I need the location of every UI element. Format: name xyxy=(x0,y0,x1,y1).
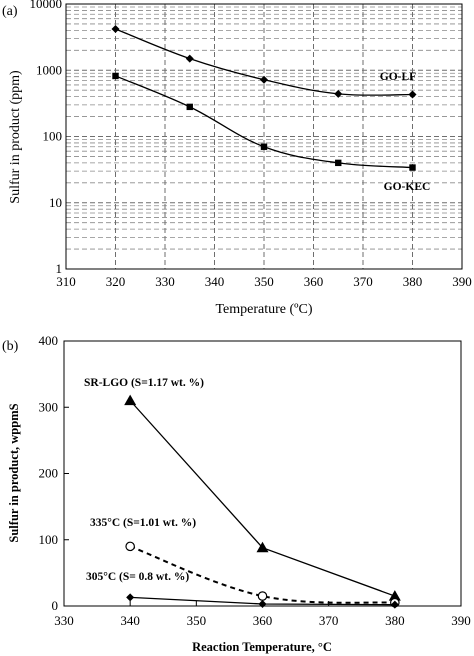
panel-a-point-go-lf xyxy=(260,75,268,84)
panel-a-x-tick-label: 350 xyxy=(254,274,274,289)
panel-a-x-tick-label: 380 xyxy=(403,274,423,289)
panel-b-label: (b) xyxy=(2,339,19,354)
series-label-go-kec: GO-KEC xyxy=(384,181,431,193)
series-label-sr-lgo: SR-LGO (S=1.17 wt. %) xyxy=(84,377,204,389)
panel-a-x-tick-label: 390 xyxy=(452,274,472,289)
panel-b-series-line-335-c-s-1-01-wt xyxy=(129,545,395,604)
panel-b-y-tick-labels: 0 100 200 300 400 xyxy=(39,333,59,613)
panel-a-x-tick-label: 370 xyxy=(353,274,373,289)
series-label-335c: 335°C (S=1.01 wt. %) xyxy=(90,517,196,529)
panel-a-series xyxy=(111,24,417,171)
panel-a-y-tick-label: 10 xyxy=(49,195,62,210)
panel-b-y-tick-label: 100 xyxy=(39,532,59,547)
panel-b-x-tick-label: 340 xyxy=(120,613,140,628)
panel-a-x-axis-title: Temperature (ºC) xyxy=(215,302,312,317)
panel-b-y-tick-label: 200 xyxy=(39,466,59,481)
series-label-305c: 305°C (S= 0.8 wt. %) xyxy=(86,571,189,583)
panel-b-series xyxy=(124,394,401,609)
panel-a-gridlines xyxy=(66,4,462,269)
panel-b-point-sr-lgo-s-1-17-wt xyxy=(388,590,401,601)
panel-a-y-tick-label: 100 xyxy=(43,129,63,144)
panel-a-point-go-lf xyxy=(185,54,194,63)
panel-b-x-tick-label: 350 xyxy=(187,613,207,628)
series-label-go-lf: GO-LF xyxy=(380,71,416,83)
panel-b-x-axis-title: Reaction Temperature, °C xyxy=(192,640,332,654)
panel-b-x-tick-label: 390 xyxy=(451,613,471,628)
panel-a-x-tick-labels: 310 320 330 340 350 360 370 380 390 xyxy=(56,274,472,289)
panel-a-y-tick-label: 10000 xyxy=(30,0,63,11)
panel-b-x-tick-label: 330 xyxy=(54,613,74,628)
panel-a-y-tick-labels: 1 10 100 1000 10000 xyxy=(30,0,63,276)
panel-a-x-tick-label: 310 xyxy=(56,274,76,289)
panel-a-point-go-lf xyxy=(334,89,343,98)
panel-a-point-go-kec xyxy=(112,72,119,80)
panel-a-point-go-kec xyxy=(186,103,193,111)
panel-b-y-tick-label: 300 xyxy=(39,399,59,414)
panel-a-y-tick-label: 1 xyxy=(56,261,63,276)
panel-b-point-305-c-s-0-8-wt xyxy=(126,593,135,602)
panel-a-x-tick-label: 340 xyxy=(205,274,225,289)
panel-a-chart: 1 10 100 1000 10000 310 320 330 340 350 360 370 380… xyxy=(2,0,472,317)
panel-b-x-tick-label: 380 xyxy=(385,613,405,628)
panel-b-series-line-sr-lgo-s-1-17-wt xyxy=(129,400,396,597)
panel-b-x-tick-labels: 330 340 350 360 370 380 390 xyxy=(54,613,471,628)
panel-b-point-335-c-s-1-01-wt xyxy=(257,591,268,601)
panel-a-series-line-go-kec xyxy=(115,75,413,169)
panel-b-y-tick-label: 400 xyxy=(39,333,59,348)
panel-b-x-tick-label: 370 xyxy=(319,613,339,628)
panel-b-point-305-c-s-0-8-wt xyxy=(390,600,399,609)
panel-b-y-axis-title: Sulfur in product, wppmS xyxy=(7,403,21,542)
panel-a-point-go-kec xyxy=(335,159,342,167)
panel-b-x-tick-label: 360 xyxy=(253,613,273,628)
panel-a-y-tick-label: 1000 xyxy=(36,62,62,77)
panel-a-y-axis-title: Sulfur in product (ppm) xyxy=(8,70,23,204)
panel-a-x-tick-label: 330 xyxy=(155,274,175,289)
panel-a-point-go-kec xyxy=(260,143,268,150)
panel-a-label: (a) xyxy=(2,4,18,19)
panel-a-point-go-lf xyxy=(111,24,120,33)
panel-a-x-tick-label: 320 xyxy=(106,274,126,289)
panel-a-point-go-kec xyxy=(409,164,416,171)
panel-a-plot-frame xyxy=(65,3,463,270)
panel-a-x-tick-label: 360 xyxy=(304,274,324,289)
panel-b-point-sr-lgo-s-1-17-wt xyxy=(124,394,137,406)
panel-b-point-sr-lgo-s-1-17-wt xyxy=(256,541,269,553)
panel-b-y-tick-label: 0 xyxy=(52,598,59,613)
panel-b-point-335-c-s-1-01-wt xyxy=(125,541,135,552)
panel-b-point-305-c-s-0-8-wt xyxy=(258,600,267,609)
panel-a-point-go-lf xyxy=(408,90,417,99)
